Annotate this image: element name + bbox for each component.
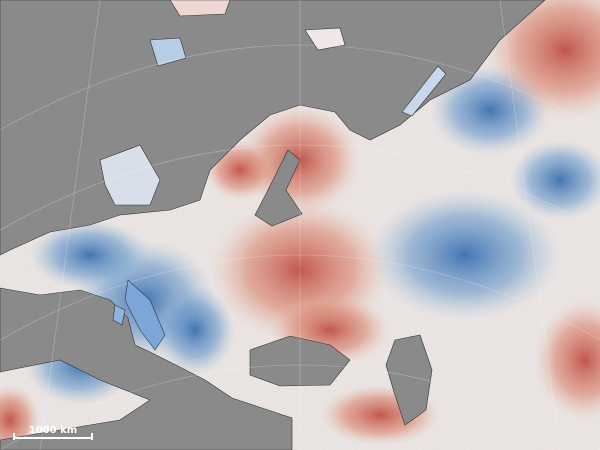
- graticule-line: [0, 364, 600, 450]
- graticule-line: [39, 0, 101, 450]
- sardinia: [112, 304, 126, 326]
- baltic-sea: [254, 149, 303, 227]
- islands: [99, 0, 447, 351]
- caspian-sea: [385, 334, 433, 426]
- scale-bar: 1000 km: [13, 425, 93, 440]
- graticule-line: [0, 44, 600, 131]
- black-sea: [249, 335, 351, 387]
- graticule-line: [0, 254, 600, 341]
- graticule-line: [499, 0, 561, 450]
- svalbard: [169, 0, 231, 17]
- italy: [124, 279, 166, 351]
- novaya-zemlya: [401, 65, 447, 117]
- graticule-line: [0, 144, 600, 231]
- franz-josef-land: [304, 27, 346, 51]
- british-isles: [99, 144, 161, 206]
- scale-label: 1000 km: [29, 425, 77, 436]
- iceland: [149, 37, 187, 67]
